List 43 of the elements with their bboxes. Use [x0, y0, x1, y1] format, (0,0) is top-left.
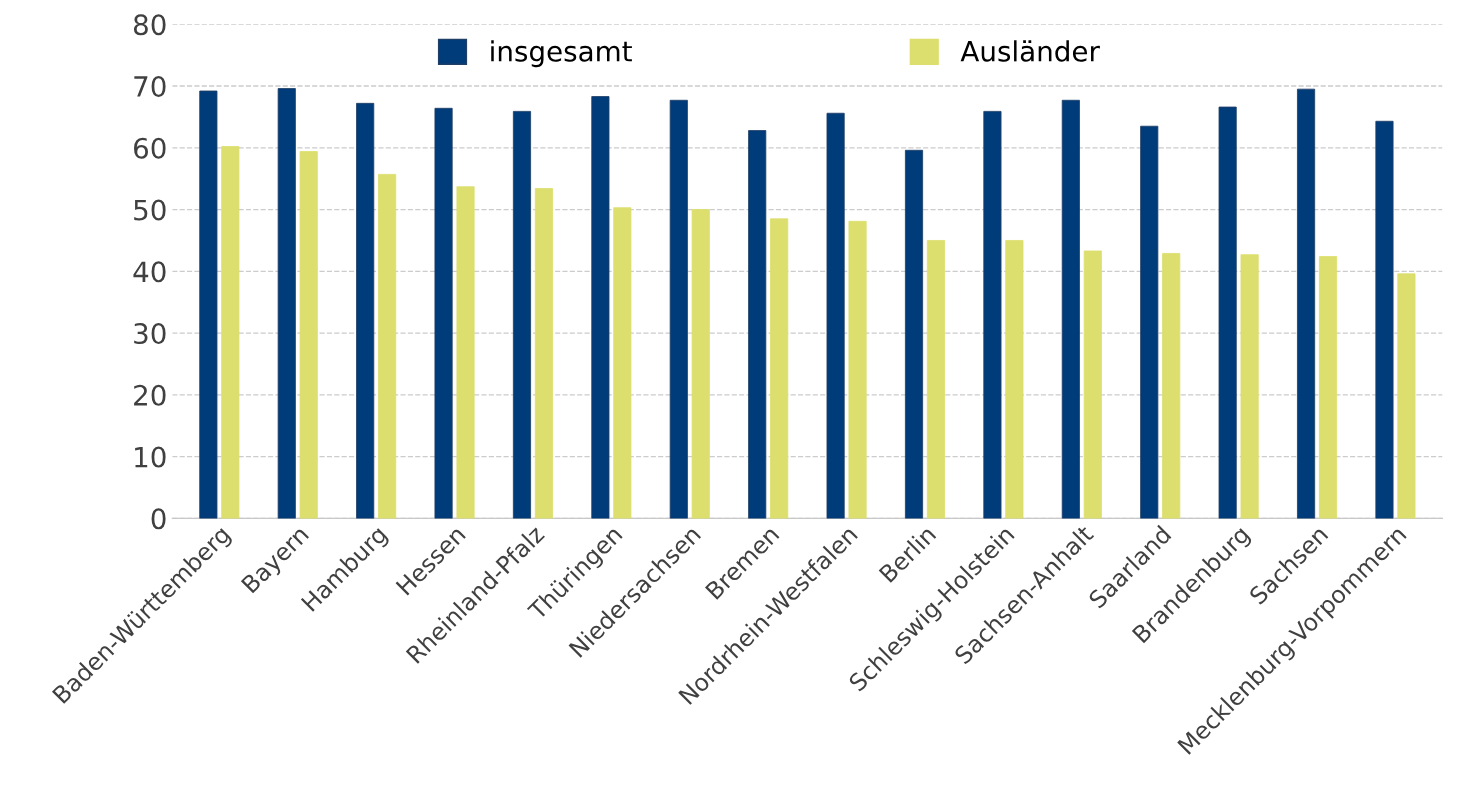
y-tick-label: 20 [134, 384, 166, 406]
bar [356, 102, 375, 519]
y-tick-label: 80 [133, 14, 166, 36]
bar [848, 220, 867, 519]
bar [904, 149, 924, 519]
bar [512, 110, 532, 519]
bar [983, 110, 1002, 519]
legend-label: Ausländer [960, 40, 1100, 62]
bar [669, 99, 688, 519]
y-tick-label: 60 [134, 137, 166, 159]
bar [1240, 254, 1259, 519]
bar [221, 146, 240, 519]
bar [277, 88, 296, 519]
bar [434, 107, 453, 519]
legend-label: insgesamt [491, 40, 632, 68]
bar [1005, 240, 1024, 519]
bar [199, 90, 218, 519]
y-tick-label: 40 [133, 261, 166, 283]
bar [770, 218, 789, 519]
bar [1140, 125, 1159, 519]
y-tick-label: 50 [134, 199, 166, 221]
bar [613, 207, 632, 519]
bar [456, 186, 475, 519]
bar [1375, 120, 1394, 519]
bar [1061, 99, 1080, 519]
bar [1083, 250, 1102, 519]
bar [378, 173, 397, 519]
bar [691, 209, 710, 519]
y-tick-label: 10 [135, 446, 166, 468]
bar [591, 96, 610, 519]
bar [1162, 253, 1181, 519]
bar [1297, 88, 1316, 519]
y-tick-label: 70 [134, 76, 166, 98]
bar [1218, 106, 1237, 519]
bar [534, 188, 553, 519]
y-tick-label: 30 [134, 323, 166, 345]
y-tick-label: 0 [151, 508, 166, 530]
bar [926, 240, 946, 519]
bar [299, 151, 318, 519]
bar [826, 112, 845, 519]
bar [1397, 273, 1416, 519]
bar [748, 130, 767, 519]
bar [1318, 256, 1338, 519]
